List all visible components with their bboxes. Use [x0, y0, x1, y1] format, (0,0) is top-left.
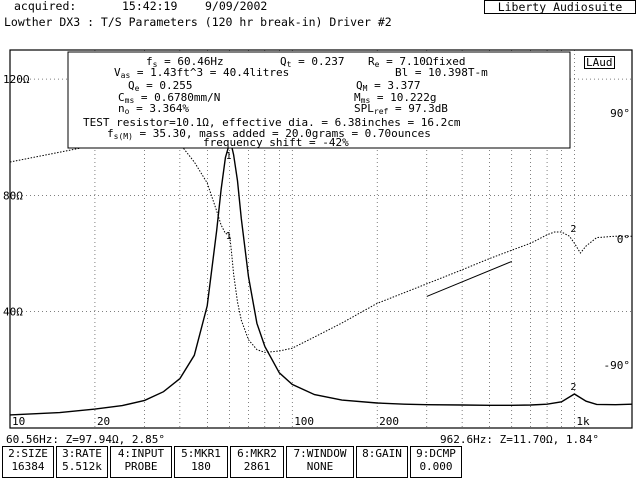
no-value: no = 3.364% — [118, 102, 190, 117]
y-right-tick-label: 90° — [610, 107, 630, 120]
fkey-input[interactable]: 4:INPUT PROBE — [110, 446, 172, 478]
fkey-window[interactable]: 7:WINDOW NONE — [286, 446, 354, 478]
qm-value: QM = 3.377 — [356, 79, 421, 94]
acquired-label: acquired: — [14, 0, 77, 13]
plot-title: Lowther DX3 : T/S Parameters (120 hr bre… — [4, 15, 392, 29]
fkey-dcmp[interactable]: 9:DCMP 0.000 — [410, 446, 462, 478]
x-tick-label: 100 — [294, 415, 314, 428]
y-left-tick-label: 80Ω — [3, 189, 23, 202]
fkey-gain[interactable]: 8:GAIN — [356, 446, 408, 478]
fkey-rate[interactable]: 3:RATE 5.512k — [56, 446, 108, 478]
shift-line: frequency shift = -42% — [203, 136, 349, 149]
test-line: TEST resistor=10.1Ω, effective dia. = 6.… — [83, 116, 461, 129]
y-right-tick-label: -90° — [604, 359, 631, 372]
cms-value: Cms = 0.6780mm/N — [118, 91, 221, 106]
params-box: fs = 60.46Hz Qt = 0.237 Re = 7.10Ωfixed … — [68, 52, 570, 149]
impedance-phase-line — [9, 134, 632, 353]
y-left-tick-label: 120Ω — [3, 73, 30, 86]
re-value: Re = 7.10Ωfixed — [368, 55, 466, 70]
x-tick-label: 200 — [379, 415, 399, 428]
x-tick-label: 20 — [97, 415, 110, 428]
readout-right: 962.6Hz: Z=11.70Ω, 1.84° — [440, 433, 599, 446]
fsm-line: fs(M) = 35.30, mass added = 20.0grams = … — [107, 127, 431, 142]
acquired-date: 9/09/2002 — [205, 0, 268, 13]
acquired-time: 15:42:19 — [122, 0, 178, 13]
qt-value: Qt = 0.237 — [280, 55, 345, 70]
readout-left: 60.56Hz: Z=97.94Ω, 2.85° — [6, 433, 165, 446]
marker-2-phase: 2 — [570, 224, 576, 235]
fkey-mkr1[interactable]: 5:MKR1 180 — [174, 446, 228, 478]
qe-value: Qe = 0.255 — [128, 79, 193, 94]
marker-1-phase: 1 — [226, 231, 232, 242]
laud-logo: LAud — [584, 56, 615, 69]
marker-1: 1 — [226, 151, 232, 162]
x-tick-label: 10 — [12, 415, 25, 428]
fs-value: fs = 60.46Hz — [146, 55, 224, 70]
fit-line — [426, 260, 512, 297]
splref-value: SPLref = 97.3dB — [354, 102, 448, 117]
y-left-tick-label: 40Ω — [3, 306, 23, 319]
y-right-tick-label: 0° — [617, 233, 630, 246]
vas-value: Vas = 1.43ft^3 = 40.4litres — [114, 66, 290, 81]
fkey-size[interactable]: 2:SIZE 16384 — [2, 446, 54, 478]
bl-value: Bl = 10.398T-m — [395, 66, 488, 79]
mms-value: Mms = 10.222g — [354, 91, 437, 106]
impedance-magnitude-line — [9, 141, 633, 416]
fkey-mkr2[interactable]: 6:MKR2 2861 — [230, 446, 284, 478]
marker-2: 2 — [570, 382, 576, 393]
x-tick-label: 1k — [576, 415, 590, 428]
app-brand: Liberty Audiosuite — [484, 0, 636, 14]
